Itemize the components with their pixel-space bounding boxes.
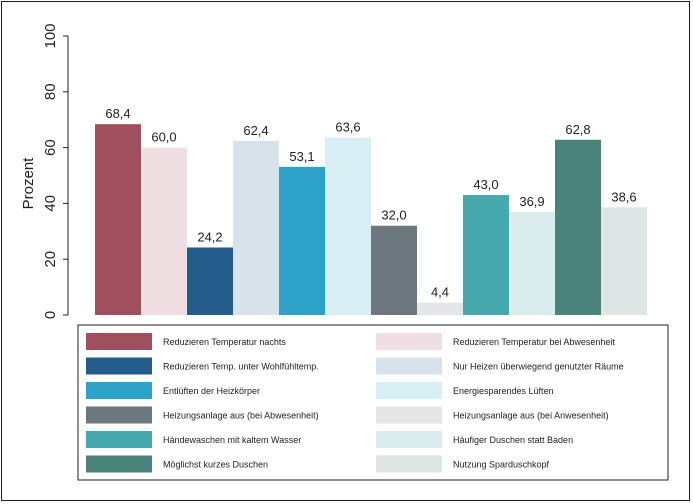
legend-swatch (86, 333, 152, 350)
legend-label: Entlüften der Heizkörper (163, 386, 260, 396)
bar-value-label: 32,0 (381, 208, 406, 223)
legend-swatch (86, 357, 152, 375)
bar-value-label: 63,6 (335, 120, 360, 135)
y-axis-title: Prozent (20, 157, 37, 210)
bar-value-label: 43,0 (473, 177, 498, 192)
bar-value-label: 4,4 (431, 285, 449, 300)
bar (325, 137, 371, 315)
bar (233, 140, 279, 315)
legend-swatch (86, 455, 152, 473)
legend-swatch (376, 455, 442, 473)
legend-swatch (86, 382, 152, 399)
legend-label: Nutzung Sparduschkopf (453, 460, 550, 470)
legend-swatch (376, 406, 442, 424)
legend-swatch (376, 382, 442, 399)
bar-value-label: 62,8 (565, 122, 590, 137)
y-tick-label: 0 (42, 311, 59, 319)
legend-items: Reduzieren Temperatur nachts Reduzieren T… (86, 333, 624, 473)
bar (141, 147, 187, 315)
legend-label: Reduzieren Temperatur nachts (163, 337, 286, 347)
bar (187, 247, 233, 315)
bar (601, 207, 647, 315)
bar (509, 212, 555, 315)
legend-label: Möglichst kurzes Duschen (163, 460, 268, 470)
bar (95, 124, 141, 315)
bar (371, 225, 417, 315)
legend-swatch (376, 431, 442, 448)
bar-value-label: 24,2 (197, 229, 222, 244)
legend-label: Nur Heizen überwiegend genutzter Räume (453, 362, 624, 372)
bar (279, 166, 325, 315)
y-tick-label: 80 (42, 83, 59, 100)
legend-swatch (86, 406, 152, 424)
legend-label: Energiesparendes Lüften (453, 386, 554, 396)
bars (95, 124, 647, 315)
bar (417, 302, 463, 315)
bar-value-label: 62,4 (243, 123, 268, 138)
bar-value-label: 60,0 (151, 130, 176, 145)
legend-label: Heizungsanlage aus (bei Abwesenheit) (163, 411, 319, 421)
y-tick-label: 20 (42, 251, 59, 268)
bar-value-label: 38,6 (611, 189, 636, 204)
data-labels: 68,4 60,0 24,2 62,4 53,1 63,6 32,0 4,4 43,0 36,9 6… (105, 106, 636, 300)
legend-label: Heizungsanlage aus (bei Anwesenheit) (453, 411, 609, 421)
bar (463, 195, 509, 315)
legend-swatch (376, 333, 442, 350)
legend-swatch (376, 357, 442, 375)
legend-label: Häufiger Duschen statt Baden (453, 435, 573, 445)
y-axis: 0 20 40 60 80 100 (42, 23, 69, 319)
legend (77, 324, 669, 481)
legend-label: Reduzieren Temp. unter Wohlfühltemp. (163, 362, 319, 372)
bar (555, 139, 601, 315)
legend-label: Händewaschen mit kaltem Wasser (163, 435, 301, 445)
y-tick-label: 40 (42, 195, 59, 212)
legend-swatch (86, 431, 152, 448)
bar-value-label: 53,1 (289, 149, 314, 164)
y-tick-label: 100 (42, 23, 59, 48)
bar-value-label: 36,9 (519, 194, 544, 209)
bar-value-label: 68,4 (105, 106, 130, 121)
legend-label: Reduzieren Temperatur bei Abwesenheit (453, 337, 615, 347)
y-tick-label: 60 (42, 139, 59, 156)
